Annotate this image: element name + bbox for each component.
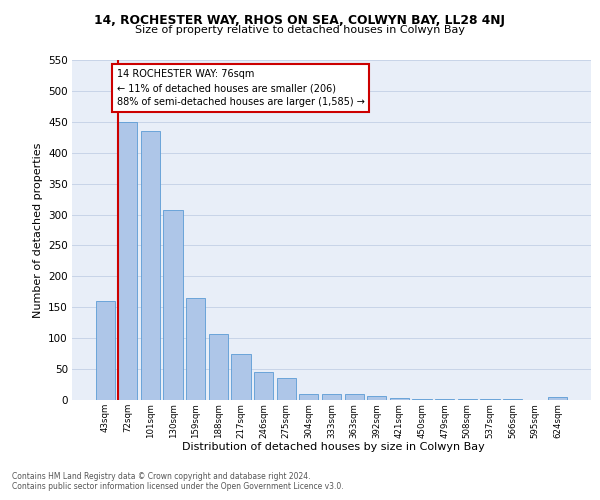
Bar	[186, 298, 205, 400]
Text: Size of property relative to detached houses in Colwyn Bay: Size of property relative to detached ho…	[135, 25, 465, 35]
Bar	[118, 122, 137, 400]
Text: Distribution of detached houses by size in Colwyn Bay: Distribution of detached houses by size …	[182, 442, 484, 452]
Text: Contains HM Land Registry data © Crown copyright and database right 2024.: Contains HM Land Registry data © Crown c…	[12, 472, 311, 481]
Bar	[390, 398, 409, 400]
Bar	[344, 394, 364, 400]
Text: 14, ROCHESTER WAY, RHOS ON SEA, COLWYN BAY, LL28 4NJ: 14, ROCHESTER WAY, RHOS ON SEA, COLWYN B…	[95, 14, 505, 27]
Text: 14 ROCHESTER WAY: 76sqm
← 11% of detached houses are smaller (206)
88% of semi-d: 14 ROCHESTER WAY: 76sqm ← 11% of detache…	[116, 70, 364, 108]
Bar	[232, 354, 251, 400]
Bar	[367, 396, 386, 400]
Bar	[277, 378, 296, 400]
Bar	[299, 394, 319, 400]
Bar	[548, 397, 568, 400]
Bar	[435, 399, 454, 400]
Bar	[322, 394, 341, 400]
Bar	[95, 301, 115, 400]
Bar	[412, 399, 431, 400]
Text: Contains public sector information licensed under the Open Government Licence v3: Contains public sector information licen…	[12, 482, 344, 491]
Bar	[254, 372, 273, 400]
Bar	[209, 334, 228, 400]
Bar	[163, 210, 183, 400]
Y-axis label: Number of detached properties: Number of detached properties	[32, 142, 43, 318]
Bar	[141, 131, 160, 400]
